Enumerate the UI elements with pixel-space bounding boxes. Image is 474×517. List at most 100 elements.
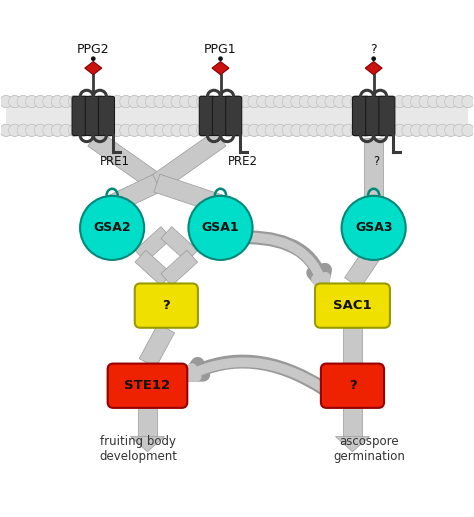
Circle shape — [462, 124, 474, 136]
Circle shape — [102, 96, 115, 108]
Circle shape — [351, 96, 363, 108]
Circle shape — [453, 124, 465, 136]
Circle shape — [188, 124, 201, 136]
Circle shape — [188, 96, 201, 108]
Circle shape — [26, 124, 38, 136]
Circle shape — [359, 124, 372, 136]
Circle shape — [163, 124, 175, 136]
Circle shape — [77, 96, 89, 108]
Polygon shape — [139, 324, 174, 368]
Circle shape — [299, 96, 311, 108]
Circle shape — [60, 96, 72, 108]
Circle shape — [428, 124, 440, 136]
Text: ?: ? — [348, 379, 356, 392]
Point — [390, 149, 396, 156]
Circle shape — [9, 96, 21, 108]
Circle shape — [68, 96, 81, 108]
Circle shape — [376, 124, 389, 136]
Circle shape — [368, 96, 380, 108]
Circle shape — [359, 96, 372, 108]
Polygon shape — [345, 246, 382, 288]
Circle shape — [256, 96, 269, 108]
Polygon shape — [135, 250, 172, 285]
Circle shape — [43, 124, 55, 136]
Circle shape — [453, 96, 465, 108]
Circle shape — [368, 124, 380, 136]
Circle shape — [137, 96, 149, 108]
FancyBboxPatch shape — [321, 363, 384, 408]
Circle shape — [94, 96, 106, 108]
Text: GSA3: GSA3 — [355, 221, 392, 234]
Circle shape — [34, 124, 46, 136]
Polygon shape — [161, 226, 198, 262]
Circle shape — [85, 96, 98, 108]
Circle shape — [51, 124, 64, 136]
Polygon shape — [154, 174, 223, 213]
Point — [397, 149, 403, 156]
Circle shape — [368, 96, 380, 108]
Circle shape — [325, 124, 337, 136]
Point — [218, 72, 223, 78]
Circle shape — [273, 124, 286, 136]
Circle shape — [445, 124, 457, 136]
Circle shape — [111, 124, 123, 136]
Circle shape — [402, 124, 414, 136]
Circle shape — [102, 96, 115, 108]
Circle shape — [26, 96, 38, 108]
Circle shape — [265, 124, 277, 136]
Polygon shape — [212, 62, 229, 75]
Circle shape — [265, 96, 277, 108]
Circle shape — [180, 124, 192, 136]
Circle shape — [428, 124, 440, 136]
Circle shape — [171, 124, 183, 136]
Circle shape — [189, 196, 253, 260]
Circle shape — [428, 96, 440, 108]
Circle shape — [231, 124, 243, 136]
Circle shape — [34, 124, 46, 136]
Circle shape — [282, 96, 294, 108]
Circle shape — [371, 56, 376, 61]
Circle shape — [265, 96, 277, 108]
Circle shape — [111, 96, 123, 108]
Circle shape — [342, 96, 354, 108]
Circle shape — [180, 96, 192, 108]
Circle shape — [342, 196, 406, 260]
Point — [237, 149, 243, 156]
Circle shape — [393, 96, 406, 108]
Circle shape — [80, 196, 144, 260]
Circle shape — [436, 96, 448, 108]
Circle shape — [291, 124, 303, 136]
Circle shape — [453, 96, 465, 108]
Circle shape — [0, 124, 12, 136]
Circle shape — [410, 96, 423, 108]
Circle shape — [120, 124, 132, 136]
Circle shape — [419, 124, 431, 136]
Circle shape — [77, 124, 89, 136]
Circle shape — [120, 96, 132, 108]
Circle shape — [137, 124, 149, 136]
Polygon shape — [85, 62, 102, 75]
Circle shape — [197, 124, 209, 136]
Circle shape — [402, 124, 414, 136]
FancyBboxPatch shape — [353, 96, 368, 135]
Point — [371, 91, 376, 97]
Circle shape — [248, 124, 260, 136]
Circle shape — [239, 124, 252, 136]
Circle shape — [428, 96, 440, 108]
Circle shape — [68, 124, 81, 136]
Circle shape — [436, 124, 448, 136]
Circle shape — [291, 124, 303, 136]
Circle shape — [0, 96, 12, 108]
Circle shape — [26, 124, 38, 136]
Circle shape — [273, 96, 286, 108]
Circle shape — [419, 124, 431, 136]
Circle shape — [239, 96, 252, 108]
FancyBboxPatch shape — [108, 363, 187, 408]
Circle shape — [231, 124, 243, 136]
Circle shape — [282, 124, 294, 136]
Circle shape — [17, 96, 29, 108]
Circle shape — [60, 96, 72, 108]
Circle shape — [197, 96, 209, 108]
Circle shape — [334, 96, 346, 108]
Polygon shape — [365, 62, 382, 75]
